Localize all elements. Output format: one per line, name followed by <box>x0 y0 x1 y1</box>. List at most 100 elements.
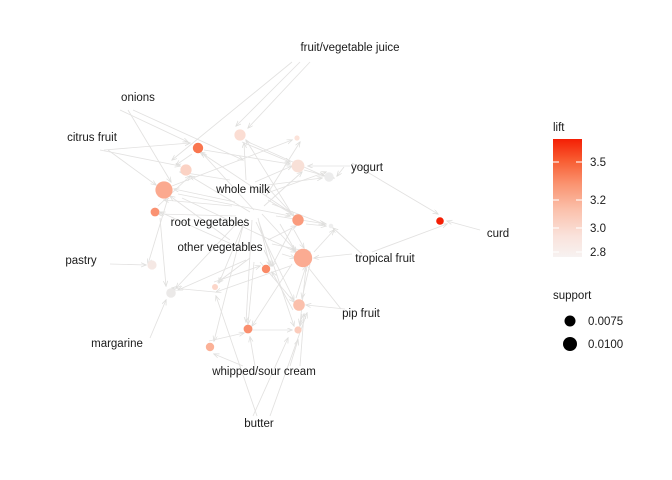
legend-support-label: 0.0075 <box>588 316 623 328</box>
legend-lift-ticks: 3.5 3.2 3.0 2.8 <box>553 157 606 259</box>
graph-edge <box>351 162 438 214</box>
graph-edge <box>216 265 291 292</box>
legend-lift-tick-label: 2.8 <box>590 247 606 259</box>
graph-node[interactable] <box>292 214 304 226</box>
graph-edge <box>241 141 290 162</box>
graph-node[interactable] <box>155 181 173 199</box>
graph-edge <box>314 253 353 258</box>
graph-edge <box>103 143 190 151</box>
item-label-other-vegetables: other vegetables <box>177 242 262 254</box>
legend-support-label: 0.0100 <box>588 339 623 351</box>
item-label-margarine: margarine <box>91 338 143 350</box>
graph-node[interactable] <box>294 135 300 141</box>
graph-edge <box>171 140 292 187</box>
graph-edge <box>99 149 180 166</box>
graph-node[interactable] <box>166 288 176 298</box>
graph-edge <box>214 221 245 341</box>
legend-support: support 0.0075 0.0100 <box>553 290 623 351</box>
graph-edge <box>177 193 290 216</box>
graph-node[interactable] <box>147 260 157 270</box>
item-label-fruit-vegetable-juice: fruit/vegetable juice <box>300 42 399 54</box>
graph-edge <box>271 203 324 224</box>
legend-support-items: 0.0075 0.0100 <box>563 315 623 351</box>
graph-edge <box>219 217 247 283</box>
graph-node[interactable] <box>293 248 313 268</box>
graph-node[interactable] <box>436 217 444 225</box>
graph-edge <box>160 212 237 247</box>
graph-edge <box>252 263 293 326</box>
graph-edge <box>269 313 307 417</box>
item-label-curd: curd <box>487 228 509 240</box>
graph-node[interactable] <box>180 164 192 176</box>
graph-edge <box>148 197 169 264</box>
graph-edge <box>295 266 306 299</box>
graph-edge <box>164 200 233 207</box>
graph-node[interactable] <box>234 129 246 141</box>
graph-edge <box>236 61 301 126</box>
graph-edge <box>246 140 293 215</box>
graph-edge <box>248 61 311 128</box>
graph-edge <box>265 142 300 197</box>
graph-node[interactable] <box>150 207 160 217</box>
graph-edge <box>214 354 244 367</box>
graph-edge <box>208 333 244 342</box>
graph-edge <box>252 338 288 417</box>
item-label-pastry: pastry <box>65 255 97 267</box>
graph-edge <box>267 226 296 241</box>
graph-edge <box>181 197 296 252</box>
graph-edge <box>213 266 260 283</box>
graph-node[interactable] <box>293 299 305 311</box>
item-label-onions: onions <box>121 92 155 104</box>
legend-support-dot <box>564 315 576 327</box>
graph-edge <box>245 140 324 176</box>
graph-node[interactable] <box>294 326 302 334</box>
item-label-pip-fruit: pip fruit <box>342 308 381 320</box>
graph-edge <box>313 230 334 253</box>
item-label-tropical-fruit: tropical fruit <box>355 253 415 265</box>
graph-edge <box>157 176 190 207</box>
graph-edge <box>269 172 326 193</box>
legend-support-title: support <box>553 290 592 302</box>
graph-edge <box>202 153 255 211</box>
graph-edge <box>300 267 307 324</box>
item-label-yogurt: yogurt <box>351 162 384 174</box>
graph-edge <box>107 149 156 185</box>
graph-edge <box>337 166 345 176</box>
graph-node[interactable] <box>291 159 305 173</box>
graph-edge <box>299 314 304 367</box>
graph-edge <box>289 340 298 367</box>
graph-edge <box>149 300 166 339</box>
legend-lift-colorbar <box>553 139 582 257</box>
graph-edge <box>263 172 302 207</box>
graph-node[interactable] <box>192 142 204 154</box>
legend-support-dot <box>563 337 577 351</box>
graph-edge <box>132 109 243 160</box>
graph-edge <box>300 313 302 326</box>
legend-lift-title: lift <box>553 122 565 134</box>
graph-node[interactable] <box>212 284 218 290</box>
graph-edge <box>170 196 231 241</box>
item-label-citrus-fruit: citrus fruit <box>67 132 118 144</box>
graph-edge <box>371 224 447 253</box>
graph-nodes <box>147 129 444 352</box>
graph-edge <box>218 257 251 282</box>
item-label-whipped-sour-cream: whipped/sour cream <box>211 366 316 378</box>
graph-node[interactable] <box>261 264 271 274</box>
graph-node[interactable] <box>243 324 253 334</box>
graph-node[interactable] <box>328 223 334 229</box>
graph-edge <box>159 217 166 286</box>
graph-edge <box>176 219 241 288</box>
graph-edge <box>263 249 272 266</box>
graph-node[interactable] <box>324 172 334 182</box>
graph-edges <box>99 61 481 417</box>
graph-edge <box>261 213 295 250</box>
graph-edge <box>216 296 258 417</box>
graph-edge <box>200 152 291 213</box>
graph-node[interactable] <box>205 342 215 352</box>
graph-edge <box>447 221 481 231</box>
graph-item-labels: fruit/vegetable juice onions citrus fruit y… <box>65 42 509 430</box>
graph-edge <box>254 166 292 183</box>
legend-lift-tick-label: 3.5 <box>590 157 606 169</box>
